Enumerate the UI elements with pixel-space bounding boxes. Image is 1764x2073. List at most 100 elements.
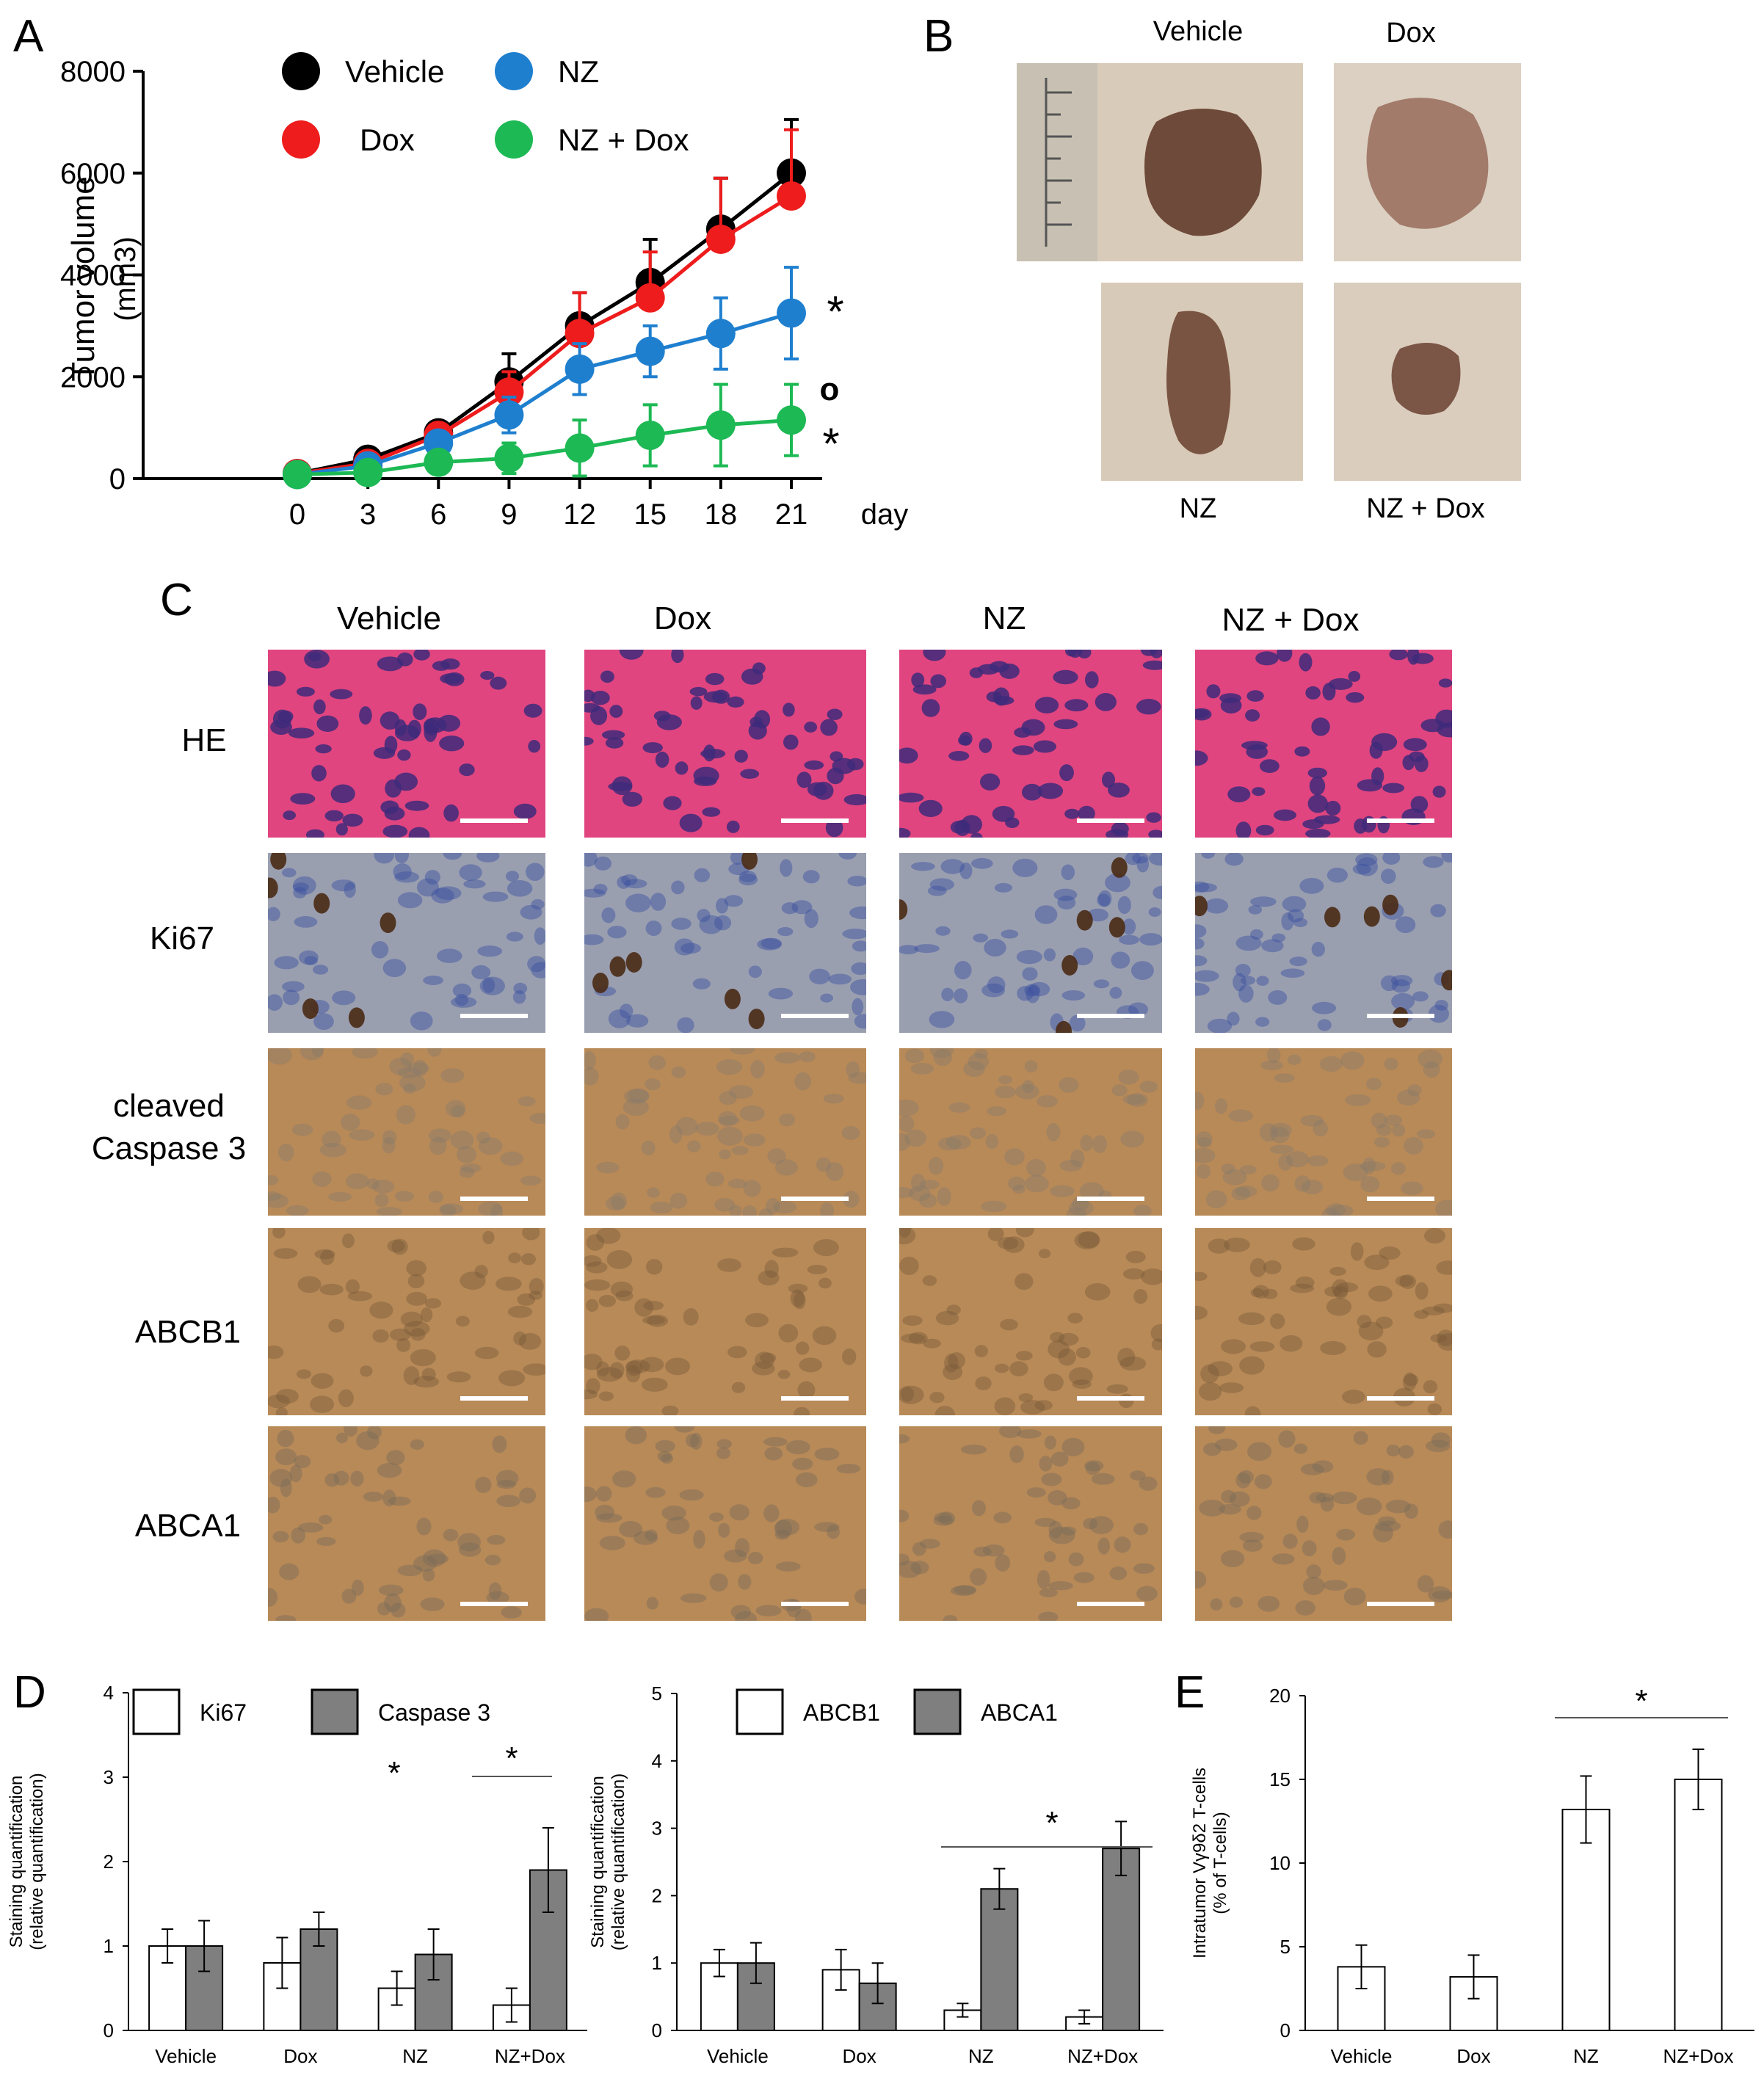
ihc-column-dox: Dox: [653, 600, 712, 636]
tumor-vehicle: [1144, 109, 1262, 236]
tissue-texture: [268, 1048, 545, 1216]
ihc-image-abca1-nz: [899, 1426, 1162, 1621]
bar: [1102, 1848, 1141, 2032]
series-nz-dox: [283, 382, 806, 490]
tumor-dox: [1366, 98, 1489, 229]
y-tick-label: 4: [652, 1750, 662, 1772]
panel-label-b: B: [923, 11, 954, 62]
ihc-image-abcb1-nz-dox: [1195, 1228, 1452, 1415]
x-tick-label: 3: [360, 498, 376, 531]
y-axis-unit: (mm3): [109, 236, 142, 322]
y-axis-label: (relative quantification): [27, 1773, 47, 1950]
scale-bar: [781, 1014, 849, 1018]
y-tick-label: 1: [104, 1935, 114, 1957]
tumor-volume-line-chart: 0 2000 4000 6000 8000 0 3 6 9 12 15 18 21 day Tumor vo…: [60, 52, 909, 531]
x-tick-label: Vehicle: [1331, 2045, 1393, 2067]
scale-bar: [460, 1014, 528, 1018]
scale-bar: [1367, 1014, 1434, 1018]
legend-label: ABCA1: [981, 1699, 1058, 1726]
ihc-image-abca1-nz-dox: [1195, 1426, 1452, 1621]
data-point: [777, 405, 806, 435]
tissue-texture: [1195, 1426, 1452, 1616]
tissue-texture: [1195, 853, 1452, 1033]
data-point: [494, 443, 524, 473]
legend-label: Caspase 3: [378, 1699, 490, 1726]
tissue-texture: [584, 853, 866, 1033]
x-tick-label: 6: [430, 498, 446, 531]
y-tick-label: 0: [109, 463, 126, 495]
tissue-texture: [268, 1228, 545, 1415]
x-axis-label: day: [861, 498, 909, 531]
data-point: [635, 421, 665, 451]
scale-bar: [1077, 1197, 1144, 1201]
significance-mark: o: [820, 371, 840, 407]
legend-label: Vehicle: [345, 54, 444, 89]
scale-bar: [460, 1602, 528, 1606]
tissue-texture: [899, 853, 1162, 1033]
significance-mark: *: [827, 287, 843, 336]
ihc-image-he-dox: [584, 650, 866, 838]
scale-bar: [781, 1396, 849, 1401]
abcb1-abca1-bar-chart: 0 1 2 3 4 5 Staining quantification (relative q…: [588, 1682, 1164, 2067]
y-axis-label: Staining quantification: [7, 1776, 26, 1948]
tissue-texture: [584, 1426, 866, 1621]
data-point: [283, 460, 312, 490]
y-tick-label: 8000: [60, 56, 126, 88]
ki67-caspase3-bar-chart: 0 1 2 3 4 Staining quantification (relative qu…: [7, 1682, 587, 2067]
legend-label: Ki67: [200, 1699, 247, 1726]
panel-label-a: A: [13, 11, 44, 62]
ihc-image-abcb1-dox: [584, 1228, 866, 1415]
legend-marker: [495, 120, 533, 159]
legend-marker: [495, 52, 533, 90]
tumor-nz-dox: [1391, 343, 1461, 415]
tissue-texture: [899, 650, 1162, 838]
significance-mark: *: [1045, 1805, 1058, 1841]
y-axis-label: Intratumor Vγ9δ2 T-cells: [1190, 1768, 1210, 1958]
ihc-image-ki67-nz-dox: [1195, 853, 1452, 1033]
data-point: [494, 377, 524, 407]
tissue-texture: [899, 1228, 1162, 1415]
y-tick-label: 4000: [60, 260, 126, 292]
legend-marker: [282, 120, 320, 159]
photo-label-dox: Dox: [1386, 18, 1436, 48]
photo-label-vehicle: Vehicle: [1153, 16, 1244, 47]
data-point: [635, 283, 665, 313]
significance-mark: *: [822, 419, 839, 468]
ihc-column-vehicle: Vehicle: [337, 600, 441, 636]
series-nz: [283, 266, 806, 490]
scale-bar: [1367, 1396, 1434, 1401]
ihc-image-abcb1-vehicle: [268, 1228, 545, 1415]
y-tick-label: 6000: [60, 158, 126, 190]
y-tick-label: 0: [104, 2019, 114, 2041]
legend-label: NZ + Dox: [558, 123, 689, 157]
vg9d2-tcell-bar-chart: 0 5 10 15 20 Intratumor Vγ9δ2 T-cells (% of T-…: [1190, 1683, 1754, 2067]
x-tick-label: NZ: [402, 2045, 428, 2067]
scale-bar: [1077, 1602, 1144, 1606]
ihc-image-ki67-dox: [584, 853, 866, 1033]
tissue-texture: [268, 650, 542, 838]
significance-mark: *: [505, 1740, 518, 1776]
panel-label-d: D: [13, 1667, 46, 1718]
y-axis-label: Tumor volume: [65, 176, 101, 382]
y-tick-label: 2: [104, 1851, 114, 1873]
tissue-texture: [584, 650, 866, 838]
ihc-image-ki67-vehicle: [268, 853, 545, 1033]
x-tick-label: Vehicle: [155, 2045, 217, 2067]
y-tick-label: 10: [1269, 1852, 1291, 1874]
scale-bar: [460, 818, 528, 823]
scale-bar: [781, 1197, 849, 1201]
ihc-row-ki67: Ki67: [149, 921, 215, 956]
ihc-image-abca1-vehicle: [268, 1426, 545, 1621]
y-tick-label: 4: [104, 1682, 114, 1704]
x-tick-label: 15: [634, 498, 667, 531]
ihc-image-caspase3-nz: [899, 1048, 1162, 1216]
y-axis-label: Staining quantification: [588, 1776, 608, 1948]
data-point: [705, 410, 736, 440]
scale-bar: [1077, 1014, 1144, 1018]
ihc-row-caspase3: cleaved Caspase 3: [91, 1088, 247, 1166]
x-tick-label: Vehicle: [707, 2045, 769, 2067]
data-point: [424, 447, 454, 477]
x-tick-label: NZ: [968, 2045, 994, 2067]
x-tick-label: NZ: [1573, 2045, 1599, 2067]
ihc-image-caspase3-vehicle: [268, 1048, 545, 1216]
